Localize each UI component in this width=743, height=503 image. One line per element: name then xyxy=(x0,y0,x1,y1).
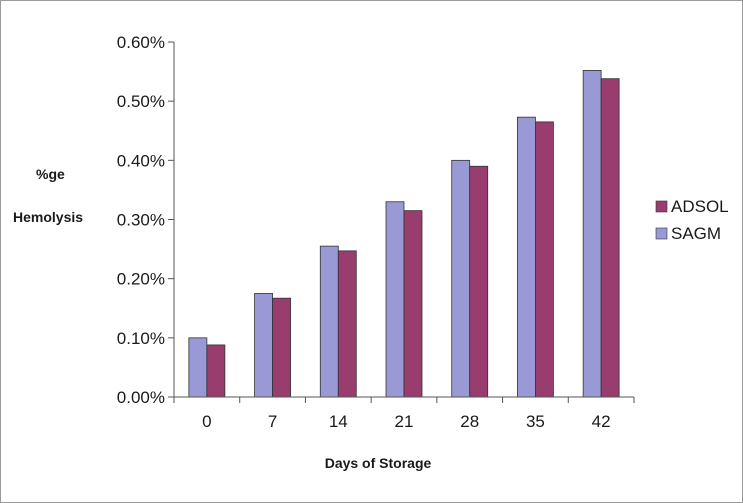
legend-swatch-adsol xyxy=(655,200,668,213)
x-tick-label: 7 xyxy=(268,412,277,431)
x-tick-label: 21 xyxy=(395,412,414,431)
bar-sagm-0 xyxy=(188,337,208,398)
bar-sagm-42 xyxy=(582,70,602,398)
legend-swatch-sagm xyxy=(655,227,668,240)
bar-adsol-0 xyxy=(206,344,226,398)
bar-sagm-28 xyxy=(451,159,471,398)
x-ticks: 0 7 14 21 28 35 42 xyxy=(173,397,635,431)
y-tick-label: 0.60% xyxy=(117,33,165,52)
y-axis-title-line-2: Hemolysis xyxy=(13,209,83,225)
y-tick-label: 0.00% xyxy=(117,388,165,407)
x-tick-label: 28 xyxy=(460,412,479,431)
bar-sagm-7 xyxy=(254,293,273,398)
y-tick-label: 0.40% xyxy=(117,151,165,170)
bar-sagm-35 xyxy=(517,116,536,398)
x-tick-label: 35 xyxy=(526,412,545,431)
bar-adsol-21 xyxy=(403,210,423,398)
y-ticks: 0.00% 0.10% 0.20% 0.30% 0.40% 0.50% 0.60% xyxy=(117,33,174,407)
legend-label-adsol: ADSOL xyxy=(671,197,729,216)
legend-label-sagm: SAGM xyxy=(671,224,721,243)
bar-adsol-35 xyxy=(535,121,554,398)
y-tick-label: 0.30% xyxy=(117,211,165,230)
y-axis-title-line-1: %ge xyxy=(36,166,65,182)
bar-adsol-42 xyxy=(600,78,620,398)
bar-adsol-28 xyxy=(469,165,489,398)
y-tick-label: 0.50% xyxy=(117,92,165,111)
y-tick-label: 0.20% xyxy=(117,270,165,289)
bar-sagm-14 xyxy=(319,245,339,398)
x-axis-title: Days of Storage xyxy=(325,455,432,471)
x-tick-label: 42 xyxy=(592,412,611,431)
bar-adsol-14 xyxy=(337,250,357,398)
legend: ADSOL SAGM xyxy=(655,197,729,243)
y-tick-label: 0.10% xyxy=(117,329,165,348)
x-tick-label: 0 xyxy=(202,412,211,431)
bars-layer xyxy=(188,70,620,398)
x-tick-label: 14 xyxy=(329,412,348,431)
bar-sagm-21 xyxy=(385,201,405,398)
bar-adsol-7 xyxy=(272,297,291,398)
